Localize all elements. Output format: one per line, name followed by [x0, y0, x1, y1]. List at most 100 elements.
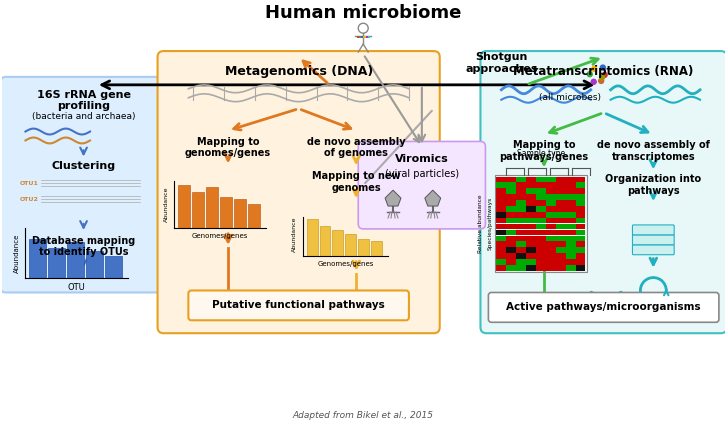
Bar [206, 187, 218, 228]
Bar [526, 212, 536, 218]
Bar [556, 230, 566, 235]
Bar [536, 212, 546, 218]
Bar [526, 248, 536, 253]
Bar [526, 218, 536, 223]
Bar [556, 248, 566, 253]
Bar [506, 218, 516, 223]
Bar [516, 242, 526, 247]
Circle shape [587, 72, 593, 77]
Bar [526, 206, 536, 212]
Bar [546, 259, 555, 265]
Bar [506, 230, 516, 235]
Bar [556, 206, 566, 212]
Bar [495, 175, 587, 272]
Bar [234, 199, 246, 228]
Bar [526, 176, 536, 182]
Text: Metatranscriptomics (RNA): Metatranscriptomics (RNA) [513, 65, 694, 78]
Bar [576, 212, 585, 218]
Bar [29, 239, 47, 278]
Bar [526, 253, 536, 259]
Bar [566, 236, 576, 241]
Bar [506, 188, 516, 194]
Bar [371, 241, 382, 256]
Bar [506, 248, 516, 253]
Bar [576, 259, 585, 265]
Text: Abundance: Abundance [164, 186, 169, 222]
Bar [516, 230, 526, 235]
Bar [576, 188, 585, 194]
Bar [48, 248, 66, 278]
Bar [178, 185, 190, 228]
Bar [556, 259, 566, 265]
Bar [496, 188, 506, 194]
Bar [546, 182, 555, 188]
Bar [345, 234, 356, 256]
Bar [496, 182, 506, 188]
Bar [496, 236, 506, 241]
Bar [566, 218, 576, 223]
Bar [526, 224, 536, 229]
Bar [566, 176, 576, 182]
Text: 16S rRNA gene
profiling: 16S rRNA gene profiling [36, 90, 130, 112]
Bar [556, 236, 566, 241]
Bar [365, 36, 368, 38]
Bar [566, 200, 576, 206]
Bar [496, 230, 506, 235]
Bar [566, 188, 576, 194]
Bar [576, 248, 585, 253]
FancyBboxPatch shape [1, 77, 167, 293]
Bar [526, 259, 536, 265]
Bar [546, 194, 555, 200]
Bar [576, 230, 585, 235]
Bar [506, 265, 516, 271]
Text: Abundance: Abundance [14, 233, 20, 273]
Bar [536, 206, 546, 212]
FancyBboxPatch shape [480, 51, 727, 333]
Bar [536, 182, 546, 188]
Bar [526, 182, 536, 188]
Text: Mapping to
pathways/genes: Mapping to pathways/genes [499, 141, 589, 162]
Text: Viromics: Viromics [395, 154, 448, 164]
Bar [576, 236, 585, 241]
Bar [566, 265, 576, 271]
Text: Clustering: Clustering [52, 161, 116, 171]
Bar [516, 194, 526, 200]
Bar [556, 253, 566, 259]
Bar [496, 224, 506, 229]
Bar [526, 242, 536, 247]
Bar [220, 197, 232, 228]
FancyBboxPatch shape [358, 141, 486, 229]
Bar [306, 219, 317, 256]
Bar [576, 265, 585, 271]
Bar [496, 206, 506, 212]
Bar [516, 248, 526, 253]
Polygon shape [385, 190, 401, 206]
Bar [536, 242, 546, 247]
Bar [86, 251, 103, 278]
Bar [496, 242, 506, 247]
Bar [516, 206, 526, 212]
Text: OTU2: OTU2 [20, 196, 39, 201]
Bar [566, 194, 576, 200]
Bar [576, 253, 585, 259]
Circle shape [598, 78, 604, 83]
Text: Genomes/genes: Genomes/genes [192, 233, 248, 239]
Bar [526, 236, 536, 241]
Circle shape [602, 72, 607, 78]
Bar [496, 200, 506, 206]
Bar [496, 248, 506, 253]
Bar [546, 206, 555, 212]
Text: Mapping to new
genomes: Mapping to new genomes [312, 171, 400, 193]
Bar [506, 253, 516, 259]
Text: Abundance: Abundance [292, 216, 297, 252]
Bar [516, 182, 526, 188]
Bar [536, 176, 546, 182]
Text: (viral particles): (viral particles) [385, 169, 459, 179]
Bar [576, 218, 585, 223]
Text: OTU: OTU [68, 282, 85, 291]
Bar [526, 200, 536, 206]
Bar [546, 265, 555, 271]
Bar [556, 188, 566, 194]
Bar [546, 242, 555, 247]
Circle shape [592, 66, 597, 72]
